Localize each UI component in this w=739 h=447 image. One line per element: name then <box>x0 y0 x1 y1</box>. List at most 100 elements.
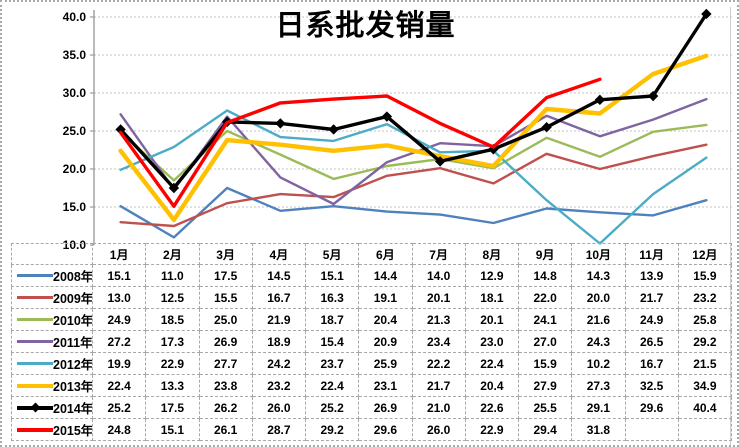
value-cell: 14.5 <box>251 264 307 287</box>
value-cell: 26.1 <box>198 418 253 441</box>
series-label-flex: 2013年 <box>13 376 93 395</box>
value-cell: 20.4 <box>464 374 520 397</box>
series-label-cell: 2012年 <box>11 352 93 375</box>
table-row-2008年: 2008年 15.1 11.0 17.5 14.5 15.1 14.4 14.0 12.9 14.… <box>11 264 733 287</box>
month-header-cell: 8月 <box>464 243 520 265</box>
legend-line <box>17 274 53 277</box>
value-cell: 28.7 <box>251 418 307 441</box>
legend-key-2013年 <box>17 381 53 390</box>
value-cell: 27.0 <box>517 330 573 353</box>
table-row-2012年: 2012年 19.9 22.9 27.7 24.2 23.7 25.9 22.2 22.4 15.… <box>11 352 733 375</box>
value-cell: 15.1 <box>91 264 147 287</box>
value-cell: 31.8 <box>571 418 626 441</box>
value-cell: 26.0 <box>251 396 307 419</box>
value-cell: 25.2 <box>91 396 147 419</box>
series-label-flex: 2008年 <box>13 266 93 285</box>
value-cell: 24.2 <box>251 352 307 375</box>
value-cell: 15.5 <box>198 286 253 309</box>
data-table: 1月 2月 3月 4月 5月 6月 7月 8月 9月 10月 11月 12月 2008年 15.1 11.0… <box>11 243 733 441</box>
legend-key-2010年 <box>17 315 53 324</box>
value-cell: 14.4 <box>358 264 413 287</box>
month-header-row: 1月 2月 3月 4月 5月 6月 7月 8月 9月 10月 11月 12月 <box>11 243 733 265</box>
series-label-flex: 2015年 <box>13 420 92 439</box>
value-cell: 29.2 <box>677 330 733 353</box>
value-cell: 17.5 <box>145 396 200 419</box>
value-cell: 21.7 <box>624 286 679 309</box>
legend-line <box>17 318 53 321</box>
value-cell: 24.9 <box>91 308 147 331</box>
value-cell <box>624 418 679 441</box>
value-cell: 29.1 <box>571 396 626 419</box>
series-name: 2014年 <box>53 402 93 416</box>
value-cell: 26.0 <box>411 418 466 441</box>
series-line-2014年 <box>118 12 709 190</box>
series-marker-2014年 <box>328 124 339 135</box>
value-cell: 13.3 <box>145 374 200 397</box>
legend-key-2015年 <box>17 425 53 434</box>
value-cell: 23.4 <box>411 330 466 353</box>
y-axis-label: 35.0 <box>62 48 86 62</box>
value-cell: 27.9 <box>517 374 573 397</box>
value-cell: 14.0 <box>411 264 466 287</box>
value-cell: 24.9 <box>624 308 679 331</box>
series-name: 2010年 <box>53 314 93 328</box>
series-label-flex: 2010年 <box>13 310 93 329</box>
data-table-wrap: 1月 2月 3月 4月 5月 6月 7月 8月 9月 10月 11月 12月 2008年 15.1 11.0… <box>11 243 733 445</box>
month-header-cell: 4月 <box>251 243 307 265</box>
series-marker-2014年 <box>541 122 552 133</box>
value-cell: 24.3 <box>571 330 626 353</box>
value-cell: 22.9 <box>464 418 520 441</box>
month-header-cell: 5月 <box>304 243 360 265</box>
value-cell: 15.1 <box>304 264 360 287</box>
value-cell: 19.9 <box>91 352 147 375</box>
data-table-body: 1月 2月 3月 4月 5月 6月 7月 8月 9月 10月 11月 12月 2008年 15.1 11.0… <box>11 243 733 441</box>
value-cell: 20.9 <box>358 330 413 353</box>
value-cell: 18.9 <box>251 330 307 353</box>
month-header-cell: 9月 <box>517 243 573 265</box>
table-row-2010年: 2010年 24.9 18.5 25.0 21.9 18.7 20.4 21.3 20.1 24.… <box>11 308 733 331</box>
value-cell: 11.0 <box>145 264 200 287</box>
series-label-cell: 2009年 <box>11 286 93 309</box>
value-cell: 13.9 <box>624 264 679 287</box>
value-cell: 23.2 <box>677 286 733 309</box>
value-cell: 14.3 <box>571 264 626 287</box>
series-line-2013年 <box>118 53 709 223</box>
month-header-cell: 10月 <box>571 243 626 265</box>
series-name: 2012年 <box>53 358 93 372</box>
legend-line <box>17 340 53 343</box>
value-cell: 15.1 <box>145 418 200 441</box>
value-cell: 20.1 <box>411 286 466 309</box>
value-cell: 16.7 <box>251 286 307 309</box>
table-row-2015年: 2015年 24.8 15.1 26.1 28.7 29.2 29.6 26.0 22.9 29.… <box>11 418 733 441</box>
value-cell: 27.3 <box>571 374 626 397</box>
series-label-flex: 2011年 <box>13 332 92 351</box>
series-label-flex: 2012年 <box>13 354 93 373</box>
value-cell: 21.0 <box>411 396 466 419</box>
value-cell: 29.6 <box>358 418 413 441</box>
value-cell: 26.5 <box>624 330 679 353</box>
series-name: 2008年 <box>53 270 93 284</box>
value-cell: 25.8 <box>677 308 733 331</box>
legend-key-2008年 <box>17 271 53 280</box>
value-cell: 22.0 <box>517 286 573 309</box>
table-row-2013年: 2013年 22.4 13.3 23.8 23.2 22.4 23.1 21.7 20.4 27.… <box>11 374 733 397</box>
value-cell: 20.4 <box>358 308 413 331</box>
legend-diamond-marker <box>30 402 41 413</box>
value-cell: 15.9 <box>517 352 573 375</box>
series-label-cell: 2013年 <box>11 374 93 397</box>
month-header-cell: 1月 <box>91 243 147 265</box>
value-cell: 20.1 <box>464 308 520 331</box>
value-cell: 17.5 <box>198 264 253 287</box>
value-cell: 34.9 <box>677 374 733 397</box>
value-cell: 12.5 <box>145 286 200 309</box>
series-name: 2013年 <box>53 380 93 394</box>
chart-frame-right-border <box>730 7 731 445</box>
value-cell: 27.7 <box>198 352 253 375</box>
table-row-2009年: 2009年 13.0 12.5 15.5 16.7 16.3 19.1 20.1 18.1 22.… <box>11 286 733 309</box>
series-label-cell: 2014年 <box>11 396 93 419</box>
value-cell: 21.9 <box>251 308 307 331</box>
value-cell: 18.5 <box>145 308 200 331</box>
series-marker-2014年 <box>647 90 659 102</box>
value-cell: 15.4 <box>304 330 360 353</box>
